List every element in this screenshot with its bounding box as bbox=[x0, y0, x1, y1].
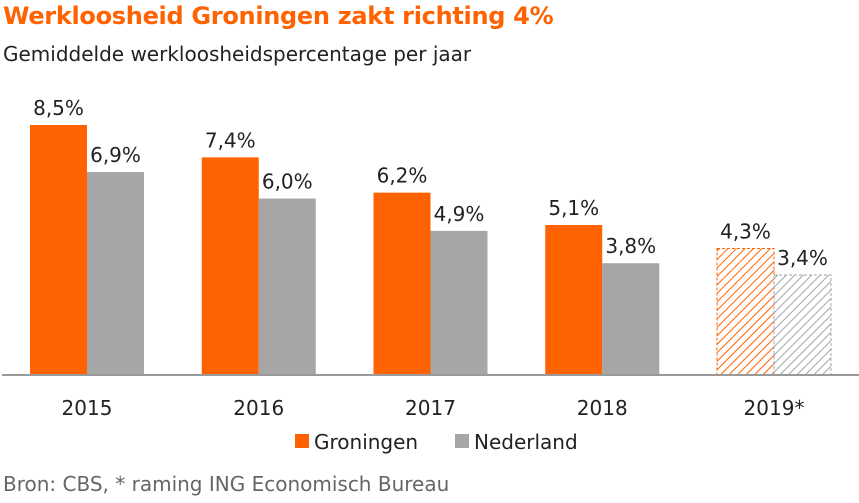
data-label-nederland-2016: 6,0% bbox=[262, 170, 313, 194]
legend: Groningen Nederland bbox=[295, 430, 578, 454]
bar-groningen-2019 bbox=[716, 248, 775, 376]
source-note: Bron: CBS, * raming ING Economisch Burea… bbox=[3, 472, 450, 496]
legend-swatch-nederland bbox=[455, 434, 469, 448]
data-label-nederland-2018: 3,8% bbox=[605, 234, 656, 258]
bar-nederland-2016 bbox=[258, 198, 316, 375]
bar-groningen-2015 bbox=[30, 125, 87, 375]
data-label-groningen-2017: 6,2% bbox=[377, 164, 428, 188]
data-label-groningen-2018: 5,1% bbox=[548, 196, 599, 220]
data-label-nederland-2017: 4,9% bbox=[434, 202, 485, 226]
x-tick-label: 2017 bbox=[405, 396, 456, 420]
data-label-nederland-2015: 6,9% bbox=[90, 143, 141, 167]
data-label-groningen-2019: 4,3% bbox=[720, 220, 771, 244]
bar-chart: 8,5%6,9% 7,4%6,0% 6,2%4,9% 5,1%3,8% 4,3%3,4%… bbox=[2, 96, 859, 454]
chart-title: Werkloosheid Groningen zakt richting 4% bbox=[3, 2, 554, 30]
data-label-groningen-2015: 8,5% bbox=[33, 96, 84, 120]
x-tick-label: 2019* bbox=[744, 396, 805, 420]
bar-nederland-2018 bbox=[602, 263, 660, 375]
legend-label-nederland: Nederland bbox=[474, 430, 578, 454]
bar-nederland-2015 bbox=[87, 172, 144, 375]
bar-groningen-2016 bbox=[201, 157, 259, 375]
legend-label-groningen: Groningen bbox=[314, 430, 418, 454]
bar-groningen-2017 bbox=[373, 192, 431, 375]
legend-swatch-groningen bbox=[295, 434, 309, 448]
chart-subtitle: Gemiddelde werkloosheidspercentage per j… bbox=[3, 42, 472, 66]
bar-nederland-2019 bbox=[773, 274, 832, 376]
data-label-groningen-2016: 7,4% bbox=[205, 128, 256, 152]
x-tick-label: 2018 bbox=[577, 396, 628, 420]
x-tick-label: 2016 bbox=[233, 396, 284, 420]
bar-groningen-2018 bbox=[545, 225, 603, 375]
data-label-nederland-2019: 3,4% bbox=[777, 246, 828, 270]
x-tick-label: 2015 bbox=[62, 396, 113, 420]
bar-nederland-2017 bbox=[430, 230, 488, 375]
